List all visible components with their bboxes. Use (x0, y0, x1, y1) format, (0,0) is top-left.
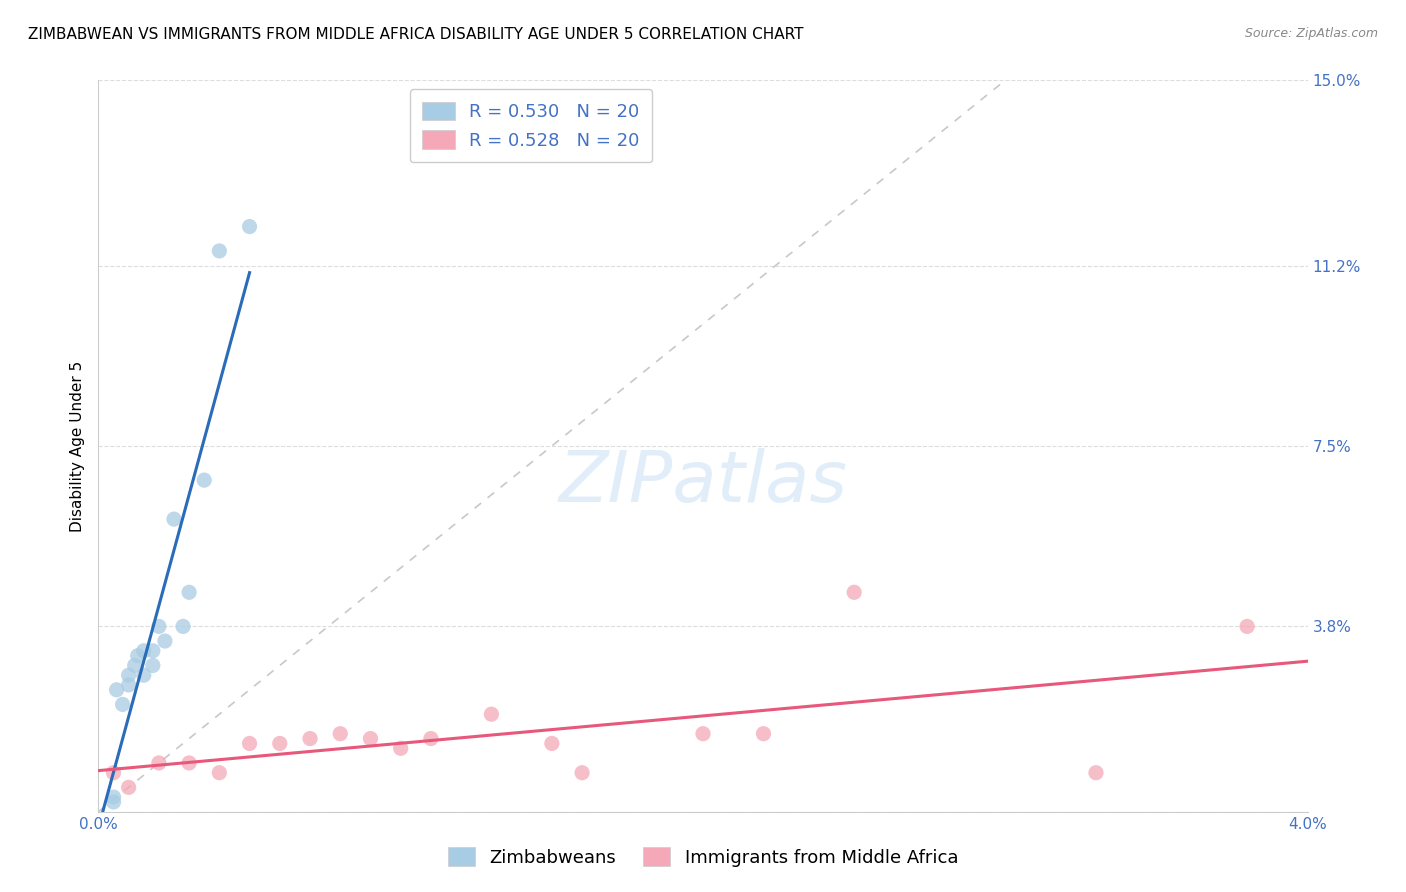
Point (153, 634, 176, 648)
Point (127, 648, 149, 663)
Point (111, 698, 134, 712)
Point (208, 244, 231, 258)
Point (148, 619, 170, 633)
Point (571, 765, 593, 780)
Point (148, 756, 170, 770)
Point (844, 585, 866, 599)
Point (299, 731, 322, 746)
Point (118, 678, 141, 692)
Point (752, 727, 775, 741)
Point (142, 658, 165, 673)
Point (163, 512, 186, 526)
Point (239, 219, 262, 234)
Point (179, 585, 201, 599)
Point (420, 731, 443, 746)
Point (142, 644, 165, 658)
Point (179, 756, 201, 770)
Point (208, 765, 231, 780)
Point (239, 736, 262, 750)
Y-axis label: Disability Age Under 5: Disability Age Under 5 (69, 360, 84, 532)
Point (118, 780, 141, 795)
Point (105, 682, 128, 697)
Point (103, 790, 125, 805)
Point (269, 736, 291, 750)
Point (103, 795, 125, 809)
Text: ZIMBABWEAN VS IMMIGRANTS FROM MIDDLE AFRICA DISABILITY AGE UNDER 5 CORRELATION C: ZIMBABWEAN VS IMMIGRANTS FROM MIDDLE AFR… (28, 27, 804, 42)
Point (389, 741, 412, 756)
Point (692, 727, 714, 741)
Point (481, 707, 503, 722)
Point (118, 668, 141, 682)
Legend: R = 0.530   N = 20, R = 0.528   N = 20: R = 0.530 N = 20, R = 0.528 N = 20 (409, 89, 652, 162)
Point (124, 658, 146, 673)
Point (360, 731, 382, 746)
Point (329, 727, 352, 741)
Legend: Zimbabweans, Immigrants from Middle Africa: Zimbabweans, Immigrants from Middle Afri… (440, 840, 966, 874)
Point (1085, 765, 1108, 780)
Point (193, 473, 215, 487)
Point (132, 668, 155, 682)
Point (172, 619, 194, 633)
Point (103, 765, 125, 780)
Point (1236, 619, 1258, 633)
Point (540, 736, 562, 750)
Point (132, 644, 155, 658)
Text: ZIPatlas: ZIPatlas (558, 448, 848, 517)
Text: Source: ZipAtlas.com: Source: ZipAtlas.com (1244, 27, 1378, 40)
